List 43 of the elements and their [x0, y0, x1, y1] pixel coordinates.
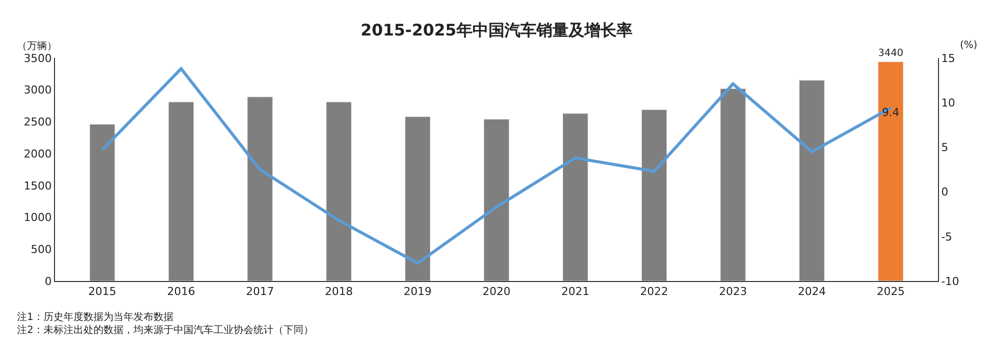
bar: [878, 62, 904, 281]
y2-tick-label: 15: [941, 52, 956, 65]
x-tick-label: 2018: [324, 285, 353, 298]
x-tick-label: 2023: [719, 285, 748, 298]
y-axis-title: （万辆）: [17, 40, 57, 52]
text: 注1：历史年度数据为当年发布数据: [17, 311, 174, 323]
y2-tick-label: 10: [941, 96, 956, 110]
text: 注2：未标注出处的数据，均来源于中国汽车工业协会统计（下同）: [17, 324, 314, 336]
bar: [484, 118, 510, 281]
x-tick-label: 2020: [482, 285, 510, 298]
y2-tick-label: -5: [941, 230, 952, 244]
bar: [798, 80, 825, 281]
y-tick-label: 2500: [24, 116, 52, 129]
y-tick-label: 1500: [24, 179, 52, 192]
bar: [404, 116, 431, 281]
y-tick-label: 3500: [24, 52, 52, 65]
y-tick-label: 1000: [24, 211, 52, 224]
y2-tick-label: 5: [941, 141, 948, 154]
y2-tick-label: 0: [941, 186, 948, 199]
x-tick-label: 2024: [798, 285, 826, 298]
y2-axis-title: (%): [960, 40, 978, 51]
x-tick-label: 2022: [640, 285, 668, 298]
x-tick-label: 2016: [167, 285, 196, 298]
y-tick-label: 500: [30, 242, 52, 256]
data-label: 9.4: [882, 106, 900, 120]
x-tick-label: 2019: [404, 285, 432, 298]
bar: [720, 88, 746, 281]
x-tick-label: 2017: [246, 285, 274, 298]
data-label: 3440: [878, 48, 904, 60]
y2-tick-label: -10: [941, 274, 960, 288]
chart-title: 2015-2025年中国汽车销量及增长率: [360, 20, 632, 40]
bar: [562, 113, 588, 281]
x-tick-label: 2025: [876, 285, 905, 298]
bar: [89, 124, 116, 281]
bar: [641, 109, 668, 281]
bar: [168, 102, 194, 281]
y-tick-label: 2000: [24, 147, 52, 160]
y-tick-label: 0: [44, 274, 52, 288]
bar: [247, 96, 273, 281]
x-tick-label: 2015: [88, 285, 116, 298]
x-tick-label: 2021: [561, 285, 590, 298]
y-tick-label: 3000: [24, 84, 52, 97]
bar: [326, 102, 352, 281]
